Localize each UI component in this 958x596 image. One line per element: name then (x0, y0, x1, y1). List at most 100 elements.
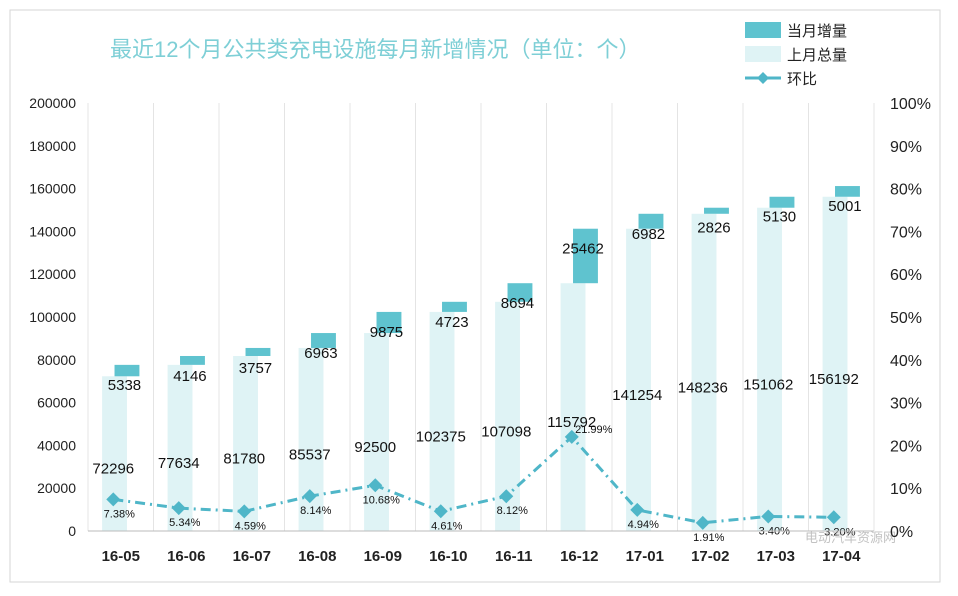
ratio-point (564, 429, 579, 444)
data-label-base: 85537 (289, 446, 331, 463)
data-label-increment: 25462 (562, 241, 604, 258)
bar-increment (573, 228, 598, 284)
data-label-increment: 8694 (501, 295, 534, 312)
data-label-base: 77634 (158, 455, 200, 472)
ratio-point (302, 489, 317, 504)
bar-increment (769, 196, 795, 208)
x-tick-label: 16-05 (102, 548, 140, 565)
data-label-ratio: 8.12% (497, 505, 528, 517)
bar-base (167, 364, 193, 531)
legend-marker-ratio (757, 72, 769, 84)
y-right-tick-label: 0% (890, 524, 913, 541)
data-label-increment: 2826 (697, 220, 730, 237)
data-label-increment: 5130 (763, 209, 796, 226)
y-left-tick-label: 140000 (29, 223, 76, 239)
y-right-tick-label: 90% (890, 139, 922, 156)
x-tick-label: 16-11 (495, 548, 533, 565)
y-left-tick-label: 60000 (37, 395, 76, 411)
legend-label-ratio: 环比 (787, 71, 817, 88)
bar-increment (114, 364, 140, 377)
bar-increment (376, 311, 402, 334)
y-right-tick-label: 50% (890, 310, 922, 327)
bar-base (626, 228, 651, 532)
y-left-tick-label: 100000 (29, 309, 76, 325)
ratio-point (695, 515, 710, 530)
data-label-base: 72296 (92, 461, 134, 478)
x-tick-label: 16-07 (233, 548, 271, 565)
data-label-ratio: 10.68% (363, 494, 401, 506)
legend-swatch-base (745, 46, 781, 62)
bar-base (298, 347, 324, 531)
data-label-increment: 4723 (435, 314, 468, 331)
y-right-tick-label: 30% (890, 396, 922, 413)
data-label-ratio: 3.40% (759, 525, 790, 537)
data-label-ratio: 4.59% (235, 520, 266, 532)
x-tick-label: 17-02 (691, 548, 729, 565)
ratio-point (433, 504, 448, 519)
y-left-tick-label: 40000 (37, 437, 76, 453)
y-left-tick-label: 0 (68, 523, 76, 539)
bar-increment (835, 186, 860, 197)
data-label-increment: 6963 (304, 345, 337, 362)
data-label-increment: 9875 (370, 324, 403, 341)
data-label-increment: 4146 (173, 368, 206, 385)
y-right-tick-label: 80% (890, 182, 922, 199)
data-label-ratio: 4.61% (431, 520, 462, 532)
legend-label-base: 上月总量 (787, 47, 847, 64)
x-tick-label: 17-03 (757, 548, 795, 565)
bar-base (822, 196, 848, 531)
data-label-ratio: 7.38% (104, 508, 135, 520)
bar-increment (704, 207, 729, 214)
ratio-point (237, 504, 252, 519)
bar-base (560, 283, 586, 531)
data-label-increment: 5338 (108, 377, 141, 394)
ratio-point (826, 510, 841, 525)
legend-label-increment: 当月增量 (787, 23, 847, 40)
x-tick-label: 16-08 (298, 548, 336, 565)
bar-base (495, 301, 520, 531)
chart-frame (9, 9, 941, 583)
data-label-base: 107098 (481, 423, 531, 440)
y-left-tick-label: 80000 (37, 352, 76, 368)
data-label-base: 92500 (354, 439, 396, 456)
ratio-point (171, 501, 186, 516)
bar-base (233, 355, 258, 531)
y-right-tick-label: 10% (890, 481, 922, 498)
y-left-tick-label: 180000 (29, 138, 76, 154)
y-left-tick-label: 160000 (29, 181, 76, 197)
bar-increment (180, 355, 205, 365)
y-right-tick-label: 100% (890, 96, 931, 113)
y-right-tick-label: 40% (890, 353, 922, 370)
data-label-ratio: 3.20% (824, 526, 855, 538)
ratio-point (761, 509, 776, 524)
y-right-tick-label: 70% (890, 224, 922, 241)
ratio-point (106, 492, 121, 507)
bar-increment (638, 213, 664, 229)
ratio-point (499, 489, 514, 504)
y-right-tick-label: 20% (890, 438, 922, 455)
bar-base (691, 213, 717, 531)
data-label-base: 148236 (678, 379, 728, 396)
data-label-base: 115792 (547, 414, 596, 431)
x-tick-label: 16-09 (364, 548, 402, 565)
data-label-ratio: 1.91% (693, 532, 724, 544)
bar-increment (311, 333, 336, 348)
bar-increment (442, 301, 467, 312)
bar-increment (507, 283, 533, 302)
data-label-ratio: 8.14% (300, 505, 331, 517)
x-tick-label: 16-10 (429, 548, 467, 565)
data-label-ratio: 5.34% (169, 517, 200, 529)
data-label-base: 102375 (416, 428, 466, 445)
watermark: 电动汽车资源网 (805, 530, 896, 545)
x-tick-label: 17-01 (626, 548, 664, 565)
bar-base (364, 333, 389, 531)
y-left-tick-label: 200000 (29, 95, 76, 111)
data-label-increment: 5001 (828, 198, 861, 215)
chart-title: 最近12个月公共类充电设施每月新增情况（单位：个） (110, 37, 641, 62)
bar-base (429, 311, 455, 531)
bar-base (102, 376, 127, 531)
legend-swatch-increment (745, 22, 781, 38)
data-label-base: 141254 (612, 387, 662, 404)
